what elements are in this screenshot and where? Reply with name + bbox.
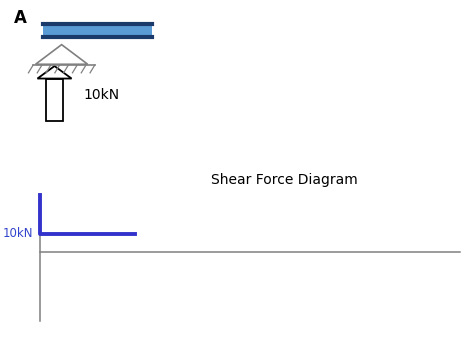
Polygon shape — [37, 66, 72, 79]
Bar — [43, 24, 152, 37]
Text: 10kN: 10kN — [83, 87, 119, 102]
Text: 10kN: 10kN — [2, 227, 33, 240]
Bar — [46, 79, 63, 121]
Text: Shear Force Diagram: Shear Force Diagram — [211, 173, 358, 187]
Text: A: A — [14, 9, 27, 27]
Polygon shape — [36, 45, 88, 64]
